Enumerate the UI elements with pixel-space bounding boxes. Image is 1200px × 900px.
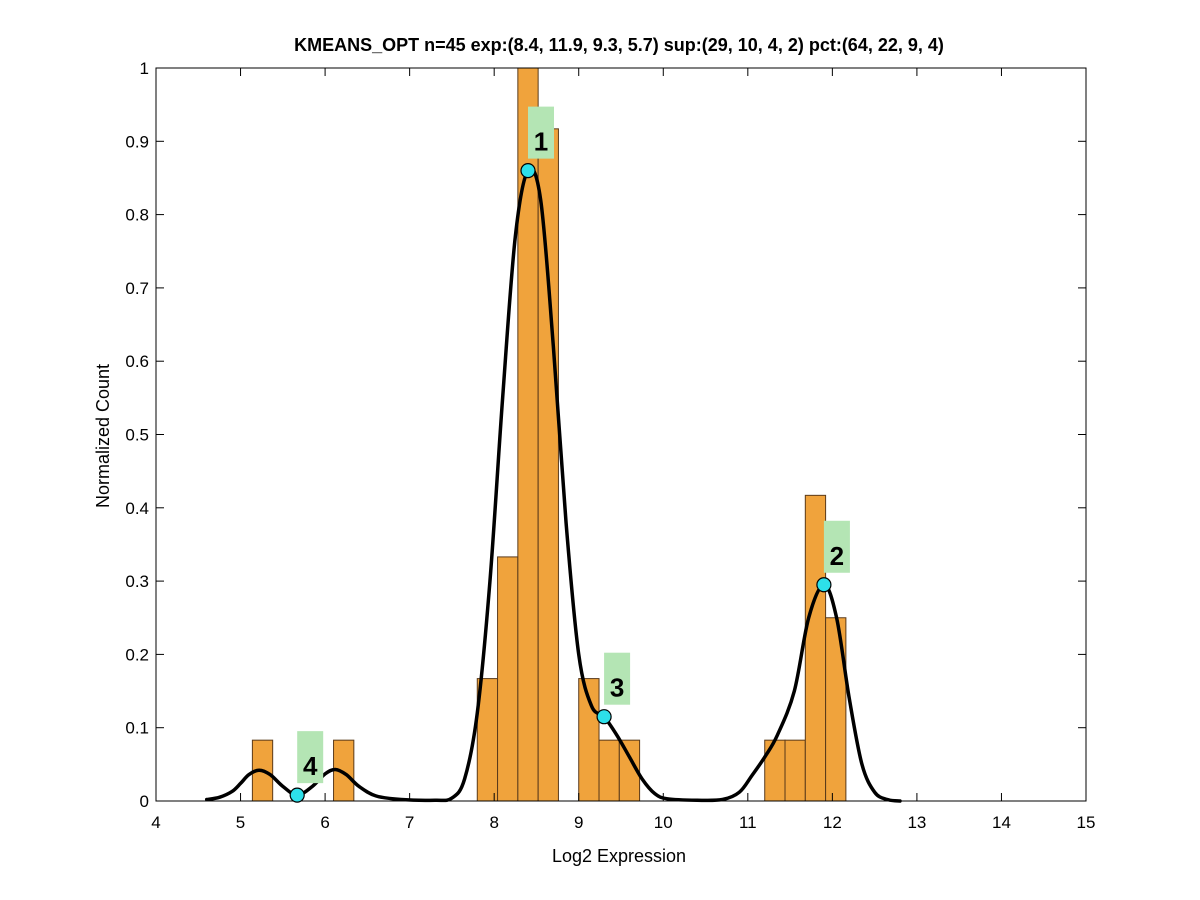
peak-label-box-1 [528, 106, 554, 159]
peak-label-2: 2 [830, 541, 844, 571]
peak-label-3: 3 [610, 673, 624, 703]
x-tick-label-5: 5 [236, 813, 245, 832]
peak-label-box-3 [604, 652, 631, 705]
peak-marker-1 [520, 163, 536, 179]
x-tick-label-11: 11 [739, 813, 757, 832]
x-tick-label-14: 14 [992, 813, 1011, 832]
peak-marker-4 [289, 787, 305, 803]
peak-annotations: 1 2 3 4 [289, 106, 850, 803]
histogram-bar-11 [784, 739, 806, 802]
chart-title: KMEANS_OPT n=45 exp:(8.4, 11.9, 9.3, 5.7… [294, 35, 944, 55]
peak-label-4: 4 [303, 751, 318, 781]
x-tick-label-12: 12 [823, 813, 842, 832]
y-tick-label-0: 0 [140, 792, 149, 811]
density-curve [204, 166, 902, 803]
y-tick-label-0.5: 0.5 [125, 426, 149, 445]
y-tick-label-0.8: 0.8 [125, 206, 149, 225]
x-axis-label: Log2 Expression [552, 846, 686, 866]
histogram-bar-12 [804, 494, 827, 802]
y-tick-label-0.6: 0.6 [125, 352, 149, 371]
x-tick-label-10: 10 [654, 813, 673, 832]
histogram-bar-8 [598, 739, 620, 802]
x-tick-label-7: 7 [405, 813, 414, 832]
histogram-bar-6 [537, 128, 559, 802]
x-tick-label-4: 4 [151, 813, 160, 832]
peak-label-box-2 [823, 520, 850, 573]
y-axis-label: Normalized Count [93, 364, 113, 508]
histogram-bar-4 [497, 556, 519, 802]
axes: 4 5 6 7 8 9 10 11 12 13 14 1500.10.20.30.40.50.60.7… [125, 59, 1095, 832]
y-tick-label-0.3: 0.3 [125, 572, 149, 591]
peak-marker-2 [816, 577, 832, 593]
y-tick-label-0.7: 0.7 [125, 279, 149, 298]
peak-marker-3 [596, 709, 612, 725]
density-curve-layer [204, 166, 902, 803]
histogram-bars [251, 67, 847, 802]
x-tick-label-6: 6 [320, 813, 329, 832]
x-tick-label-15: 15 [1077, 813, 1096, 832]
peak-label-1: 1 [534, 127, 548, 157]
y-tick-label-0.2: 0.2 [125, 645, 149, 664]
peak-label-box-4 [297, 731, 324, 784]
x-tick-label-8: 8 [489, 813, 498, 832]
x-tick-label-9: 9 [574, 813, 583, 832]
y-tick-label-1: 1 [140, 59, 149, 78]
y-tick-label-0.9: 0.9 [125, 132, 149, 151]
y-tick-label-0.1: 0.1 [125, 719, 149, 738]
y-tick-label-0.4: 0.4 [125, 499, 149, 518]
x-tick-label-13: 13 [907, 813, 926, 832]
